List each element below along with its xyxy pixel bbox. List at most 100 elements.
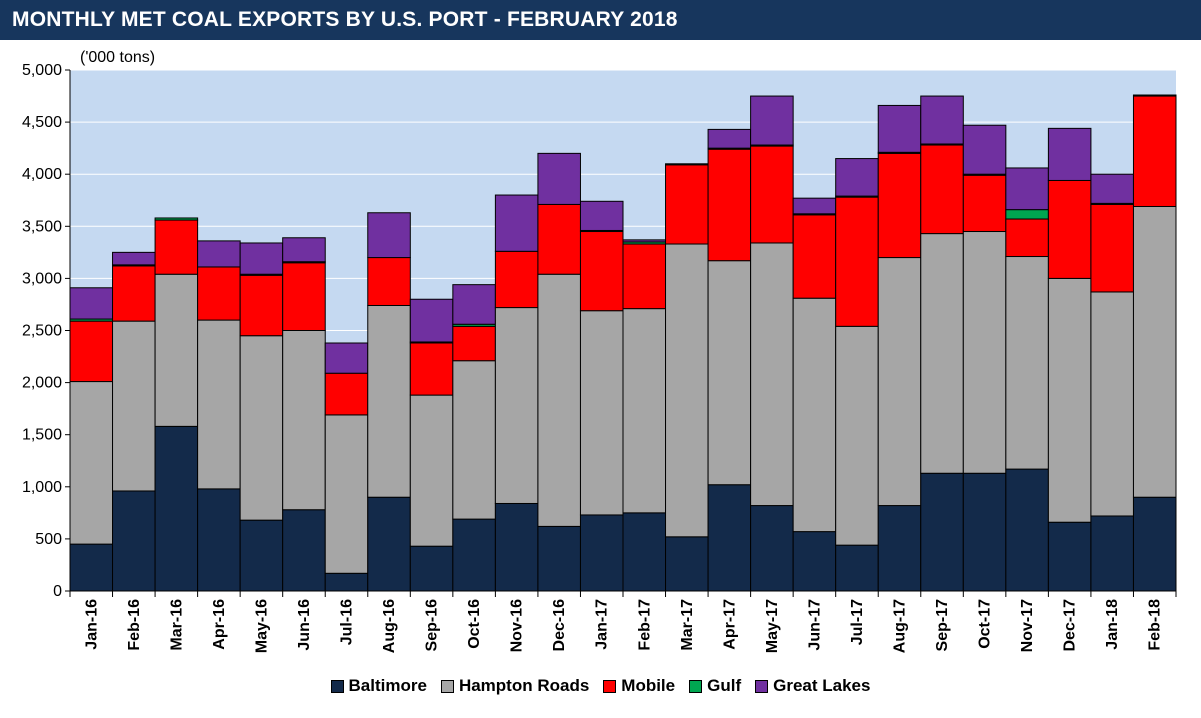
bar-segment-baltimore — [367, 496, 411, 592]
bar-segment-hampton-roads — [1005, 256, 1049, 470]
bar-segment-mobile — [494, 250, 539, 309]
bar-segment-great-lakes — [367, 212, 411, 259]
bar-segment-gulf — [1005, 209, 1049, 220]
bar-segment-mobile — [409, 342, 454, 396]
bar-segment-hampton-roads — [665, 243, 709, 538]
bar-segment-baltimore — [962, 472, 1007, 592]
bar-segment-hampton-roads — [367, 304, 411, 498]
x-tick-label: Jan-16 — [83, 599, 100, 650]
bar-segment-baltimore — [750, 505, 794, 592]
y-tick-label: 1,500 — [22, 427, 62, 444]
bar-segment-mobile — [537, 203, 581, 275]
bar-segment-baltimore — [452, 518, 496, 592]
x-tick-label: Nov-16 — [509, 599, 526, 652]
bar-segment-hampton-roads — [537, 273, 581, 527]
y-tick-label: 5,000 — [22, 62, 62, 79]
bar-segment-great-lakes — [69, 287, 114, 320]
bar-segment-great-lakes — [579, 200, 624, 231]
x-tick-label: Feb-18 — [1147, 599, 1164, 651]
bar-segment-hampton-roads — [452, 360, 496, 520]
x-tick-label: Jun-16 — [296, 599, 313, 651]
bar-segment-baltimore — [1005, 468, 1049, 592]
chart-title: MONTHLY MET COAL EXPORTS BY U.S. PORT - … — [12, 8, 678, 31]
bar-segment-hampton-roads — [324, 414, 369, 574]
x-tick-label: Jul-17 — [849, 599, 866, 645]
bar-segment-hampton-roads — [622, 308, 667, 514]
bar-segment-hampton-roads — [494, 307, 539, 504]
bar-segment-hampton-roads — [835, 325, 879, 546]
x-tick-label: Mar-17 — [679, 599, 696, 651]
bar-segment-baltimore — [1132, 496, 1177, 592]
x-tick-label: Jul-16 — [339, 599, 356, 645]
bar-segment-hampton-roads — [962, 231, 1007, 474]
legend-swatch — [603, 679, 617, 693]
bar-segment-baltimore — [1047, 521, 1092, 592]
bar-segment-mobile — [792, 214, 837, 299]
bar-segment-gulf — [1132, 94, 1177, 97]
bar-segment-mobile — [1005, 218, 1049, 258]
bar-segment-mobile — [750, 145, 794, 244]
bar-segment-baltimore — [920, 472, 964, 592]
legend-label: Hampton Roads — [458, 676, 590, 695]
bar-segment-baltimore — [494, 502, 539, 592]
x-tick-label: Dec-16 — [551, 599, 568, 652]
legend-item-mobile: Mobile — [603, 676, 675, 696]
bar-segment-mobile — [452, 325, 496, 362]
bar-segment-hampton-roads — [112, 320, 156, 492]
bar-segment-hampton-roads — [239, 335, 284, 521]
unit-label: ('000 tons) — [80, 49, 155, 66]
bar-segment-great-lakes — [452, 284, 496, 325]
x-tick-label: Aug-17 — [892, 599, 909, 653]
legend-swatch — [755, 679, 769, 693]
bar-segment-mobile — [920, 144, 964, 235]
bar-segment-hampton-roads — [877, 257, 922, 507]
bar-segment-hampton-roads — [920, 233, 964, 474]
bar-segment-baltimore — [409, 545, 454, 592]
bar-segment-great-lakes — [282, 237, 326, 263]
bar-segment-mobile — [69, 320, 114, 383]
chart-area: 0 500 1,000 1,500 2,000 2,500 3,000 3,500 4,000 4… — [22, 49, 1177, 653]
bar-segment-baltimore — [579, 514, 624, 592]
bar-segment-mobile — [1047, 179, 1092, 279]
bar-segment-mobile — [154, 219, 199, 275]
bar-segment-baltimore — [197, 488, 241, 592]
bar-segment-great-lakes — [197, 240, 241, 268]
bar-segment-mobile — [367, 257, 411, 306]
bar-segment-hampton-roads — [197, 319, 241, 490]
bar-segment-great-lakes — [750, 95, 794, 146]
bar-segment-hampton-roads — [1047, 277, 1092, 523]
x-tick-label: Jan-18 — [1104, 599, 1121, 650]
bar-segment-mobile — [665, 164, 709, 245]
legend-label: Mobile — [621, 676, 676, 695]
legend-item-baltimore: Baltimore — [330, 676, 427, 696]
bar-segment-baltimore — [707, 484, 752, 592]
x-tick-label: Sep-17 — [934, 599, 951, 652]
bar-segment-hampton-roads — [707, 260, 752, 486]
bar-segment-mobile — [579, 231, 624, 312]
x-tick-label: Oct-16 — [466, 599, 483, 649]
x-tick-label: Apr-17 — [721, 599, 738, 650]
bar-segment-hampton-roads — [409, 394, 454, 547]
bar-segment-hampton-roads — [1132, 206, 1177, 498]
bar-segment-great-lakes — [112, 251, 156, 266]
y-tick-label: 4,500 — [22, 114, 62, 131]
bar-segment-hampton-roads — [579, 310, 624, 516]
bar-segment-hampton-roads — [792, 297, 837, 533]
bar-segment-hampton-roads — [69, 381, 114, 545]
x-tick-label: Feb-16 — [126, 599, 143, 651]
y-tick-label: 500 — [35, 531, 62, 548]
x-tick-label: Oct-17 — [977, 599, 994, 649]
y-tick-label: 3,000 — [22, 270, 62, 287]
legend-item-great-lakes: Great Lakes — [755, 676, 870, 696]
x-tick-label: Jan-17 — [594, 599, 611, 650]
bar-segment-mobile — [112, 265, 156, 322]
y-tick-label: 1,000 — [22, 479, 62, 496]
legend-label: Great Lakes — [773, 676, 871, 695]
y-tick-label: 0 — [53, 583, 62, 600]
bar-segment-mobile — [835, 196, 879, 327]
y-tick-labels: 0 500 1,000 1,500 2,000 2,500 3,000 3,500 4,000 4… — [22, 62, 62, 600]
x-tick-label: May-17 — [764, 599, 781, 653]
x-tick-label: Dec-17 — [1062, 599, 1079, 652]
x-tick-label: May-16 — [253, 599, 270, 653]
bar-segment-great-lakes — [962, 124, 1007, 175]
